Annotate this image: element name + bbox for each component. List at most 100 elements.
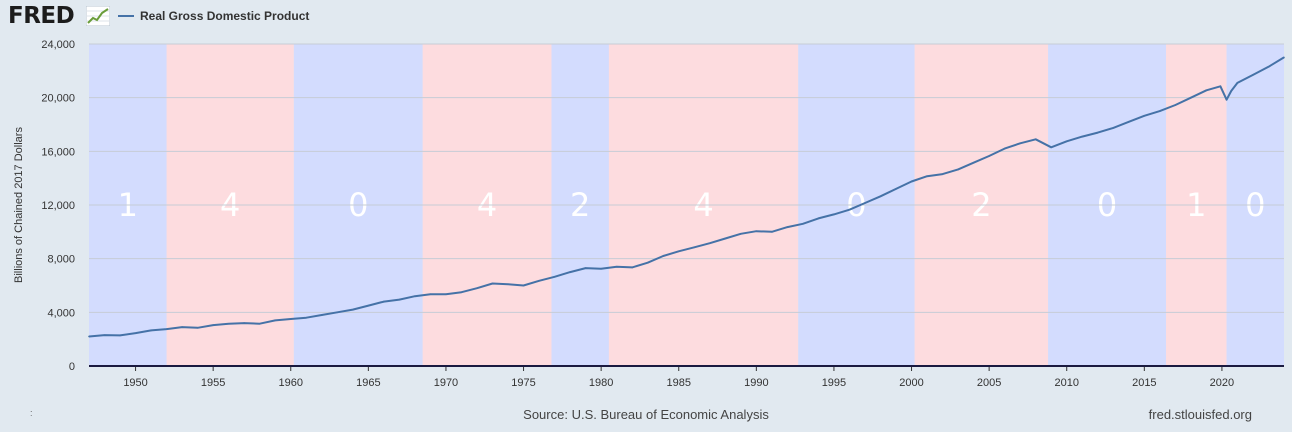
x-tick-label-0: 1950 [123,377,147,389]
x-tick-label-8: 1990 [744,377,768,389]
site-link[interactable]: fred.stlouisfed.org [1148,407,1252,422]
data-point-0-65 [1096,131,1099,134]
data-point-0-33 [600,267,602,270]
data-point-0-14 [305,316,308,319]
fred-logo-graph-icon [86,6,110,26]
x-tick-label-10: 2000 [899,377,923,389]
data-point-0-20 [398,298,401,301]
data-point-0-76 [1236,82,1239,84]
data-point-0-77 [1252,74,1254,76]
x-tick-label-11: 2005 [977,377,1001,389]
y-tick-label-2: 8,000 [47,254,75,266]
data-point-0-74 [1225,98,1228,101]
data-point-0-40 [708,242,711,245]
data-point-0-69 [1159,110,1161,112]
series-layer [88,56,1285,338]
data-point-0-52 [895,188,897,190]
data-point-0-47 [817,217,820,220]
x-tick-label-7: 1985 [666,377,690,389]
source-note: Source: U.S. Bureau of Economic Analysis [523,407,769,422]
data-point-0-2 [119,334,121,337]
data-point-0-38 [677,250,680,253]
grid-lines [89,43,1284,313]
x-tick-label-12: 2010 [1054,377,1078,389]
data-point-0-54 [926,175,928,177]
data-point-0-6 [181,326,183,328]
y-tick-label-4: 16,000 [41,146,75,158]
data-point-0-37 [662,255,665,257]
data-point-0-42 [740,233,742,235]
data-point-0-79 [1283,56,1285,59]
data-point-0-26 [491,282,494,285]
series-line-0 [88,56,1285,338]
data-point-0-44 [771,231,773,233]
x-tick-label-9: 1995 [822,377,846,389]
y-tick-label-0: 0 [69,361,75,373]
legend-label: Real Gross Domestic Product [140,9,310,23]
data-point-0-5 [165,328,168,330]
data-point-0-27 [507,283,509,285]
data-point-0-15 [320,314,323,316]
data-point-0-56 [957,168,959,171]
data-point-0-24 [460,291,463,294]
data-point-0-4 [150,329,152,332]
data-point-0-75 [1230,90,1233,92]
x-axis-ticks: 1950 1955 1960 1965 1970 1975 1980 1985 1990 1995… [123,366,1234,389]
data-point-0-67 [1128,121,1130,123]
y-tick-label-3: 12,000 [41,200,75,212]
data-point-0-29 [538,280,540,282]
data-point-0-46 [802,222,804,225]
data-point-0-10 [243,322,245,324]
y-axis-ticks: 0 4,000 8,000 12,000 16,000 20,000 24,000 [41,39,75,373]
x-tick-label-2: 1960 [279,377,303,389]
fred-logo[interactable]: FRED [8,3,75,29]
data-point-0-50 [864,202,866,204]
data-point-0-49 [848,208,851,211]
data-point-0-11 [258,322,261,325]
data-point-0-39 [693,246,696,249]
data-point-0-59 [1003,147,1006,150]
data-point-0-61 [1034,138,1037,141]
data-point-0-57 [972,161,975,164]
footer-mark: : [30,408,33,418]
y-axis-label: Billions of Chained 2017 Dollars [13,127,25,283]
data-point-0-53 [910,180,913,183]
data-point-0-58 [988,155,990,157]
data-point-0-16 [336,311,339,314]
data-point-0-51 [879,195,882,198]
data-point-0-64 [1081,135,1084,138]
y-tick-label-6: 24,000 [41,39,75,51]
data-point-0-22 [429,293,432,296]
chart-header: FRED Real Gross Domestic Product [0,0,1292,34]
data-point-0-25 [476,287,478,289]
data-point-0-41 [724,237,727,240]
data-point-0-28 [522,284,525,287]
legend-line-swatch [118,15,134,17]
data-point-0-8 [212,324,214,326]
data-point-0-63 [1065,140,1068,143]
data-point-0-21 [414,295,416,298]
data-point-0-55 [941,173,944,175]
data-point-0-60 [1019,142,1021,145]
data-point-0-34 [615,265,618,268]
data-point-0-23 [445,293,447,296]
data-point-0-32 [584,267,587,269]
data-point-0-71 [1190,96,1192,99]
x-tick-label-6: 1980 [589,377,613,389]
data-point-0-3 [134,332,137,334]
chart-legend[interactable]: Real Gross Domestic Product [118,8,309,24]
data-point-0-45 [786,226,789,228]
data-point-0-36 [646,261,649,264]
data-point-0-1 [103,334,106,336]
data-point-0-66 [1112,127,1115,129]
data-point-0-31 [569,271,571,273]
x-tick-label-14: 2020 [1210,377,1234,389]
data-point-0-72 [1205,89,1208,92]
y-tick-label-5: 20,000 [41,93,75,105]
x-tick-label-4: 1970 [434,377,458,389]
data-point-0-30 [553,275,556,278]
data-point-0-70 [1174,104,1177,106]
data-point-0-7 [196,326,199,329]
data-point-0-73 [1219,85,1222,88]
